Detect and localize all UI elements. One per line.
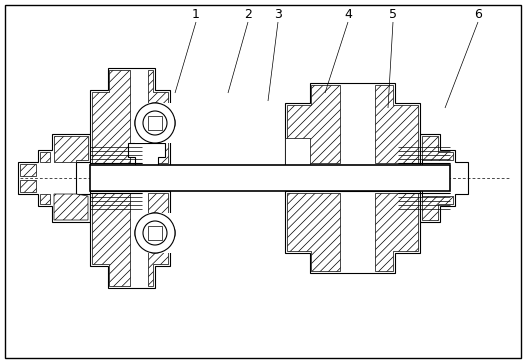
Polygon shape bbox=[375, 193, 418, 271]
Polygon shape bbox=[148, 193, 168, 286]
Bar bbox=[135, 103, 175, 143]
Polygon shape bbox=[285, 191, 420, 273]
Text: 2: 2 bbox=[244, 8, 252, 21]
Polygon shape bbox=[287, 85, 340, 163]
Polygon shape bbox=[128, 143, 165, 165]
Text: 4: 4 bbox=[344, 8, 352, 21]
Polygon shape bbox=[92, 193, 130, 286]
Text: 6: 6 bbox=[474, 8, 482, 21]
Polygon shape bbox=[18, 134, 90, 222]
Bar bbox=[135, 213, 175, 253]
Polygon shape bbox=[92, 70, 130, 163]
Polygon shape bbox=[148, 70, 168, 163]
Text: 5: 5 bbox=[389, 8, 397, 21]
Polygon shape bbox=[422, 180, 453, 220]
Polygon shape bbox=[375, 85, 418, 163]
Polygon shape bbox=[285, 138, 310, 165]
Polygon shape bbox=[90, 191, 170, 288]
Polygon shape bbox=[54, 194, 88, 220]
Bar bbox=[148, 116, 162, 130]
Bar bbox=[90, 165, 450, 191]
Bar bbox=[148, 226, 162, 240]
Polygon shape bbox=[285, 83, 420, 165]
Polygon shape bbox=[54, 136, 88, 162]
Polygon shape bbox=[287, 193, 340, 271]
Polygon shape bbox=[90, 68, 170, 165]
Circle shape bbox=[143, 221, 167, 245]
Polygon shape bbox=[40, 152, 50, 162]
Circle shape bbox=[135, 103, 175, 143]
Polygon shape bbox=[20, 180, 36, 192]
Circle shape bbox=[135, 213, 175, 253]
Polygon shape bbox=[422, 136, 453, 176]
Text: 1: 1 bbox=[192, 8, 200, 21]
Polygon shape bbox=[420, 134, 468, 222]
Circle shape bbox=[143, 111, 167, 135]
Text: 3: 3 bbox=[274, 8, 282, 21]
Bar bbox=[130, 169, 290, 187]
Polygon shape bbox=[20, 164, 36, 176]
Polygon shape bbox=[40, 194, 50, 204]
